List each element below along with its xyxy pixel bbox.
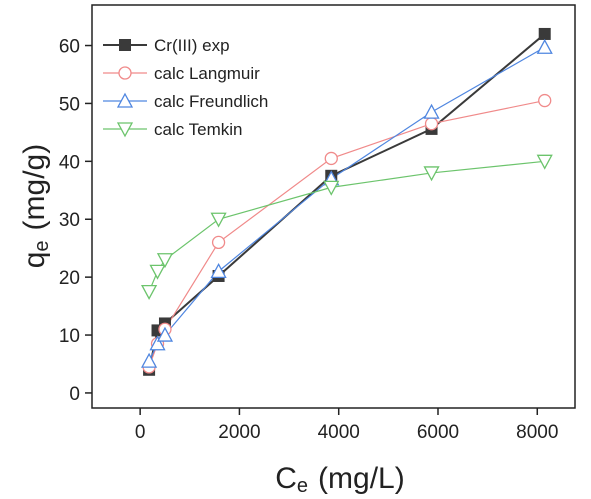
y-tick-label: 40 [59,152,80,173]
marker [211,235,226,250]
marker [149,264,166,280]
y-axis-title: qe (mg/g) [18,144,53,269]
legend-marker [119,39,131,51]
marker [156,253,174,269]
marker [210,212,227,228]
marker [324,151,338,166]
x-tick-label: 2000 [218,422,260,443]
marker [210,262,227,279]
marker [323,180,340,196]
marker [140,352,158,368]
legend-label: calc Freundlich [154,92,268,111]
series-line [148,160,545,292]
legend-marker [118,66,132,80]
y-tick-label: 50 [59,94,80,115]
x-tick-label: 0 [135,422,146,443]
series-line [148,33,546,370]
y-tick-label: 20 [59,268,80,289]
legend-label: calc Temkin [154,120,243,139]
legend-marker [116,122,134,138]
x-tick-label: 6000 [417,422,459,443]
y-tick-label: 60 [59,37,80,58]
legend-label: Cr(III) exp [154,36,230,55]
y-tick-label: 30 [59,210,80,231]
x-tick-label: 8000 [516,422,558,443]
y-axis-title-unit: (mg/g) [18,144,51,231]
y-axis-title-sub: e [31,240,53,251]
marker [140,284,158,300]
marker [536,38,553,54]
x-axis-title: Ce (mg/L) [275,462,404,497]
marker [423,103,440,119]
x-tick-label: 4000 [318,422,360,443]
legend-label: calc Langmuir [154,64,260,83]
y-axis-title-main: q [18,252,51,269]
marker [538,27,551,40]
y-tick-label: 10 [59,326,80,347]
x-axis-title-sub: e [297,475,308,497]
marker [149,335,166,351]
series-line [148,99,545,368]
marker [424,117,439,131]
marker [156,326,174,342]
marker [538,93,552,108]
x-axis-title-unit: (mg/L) [318,462,405,495]
marker [536,154,553,170]
x-axis-title-main: C [275,462,297,495]
legend-marker [116,92,134,108]
marker [423,166,440,182]
plot-frame [91,4,576,409]
y-tick-label: 0 [69,384,80,405]
